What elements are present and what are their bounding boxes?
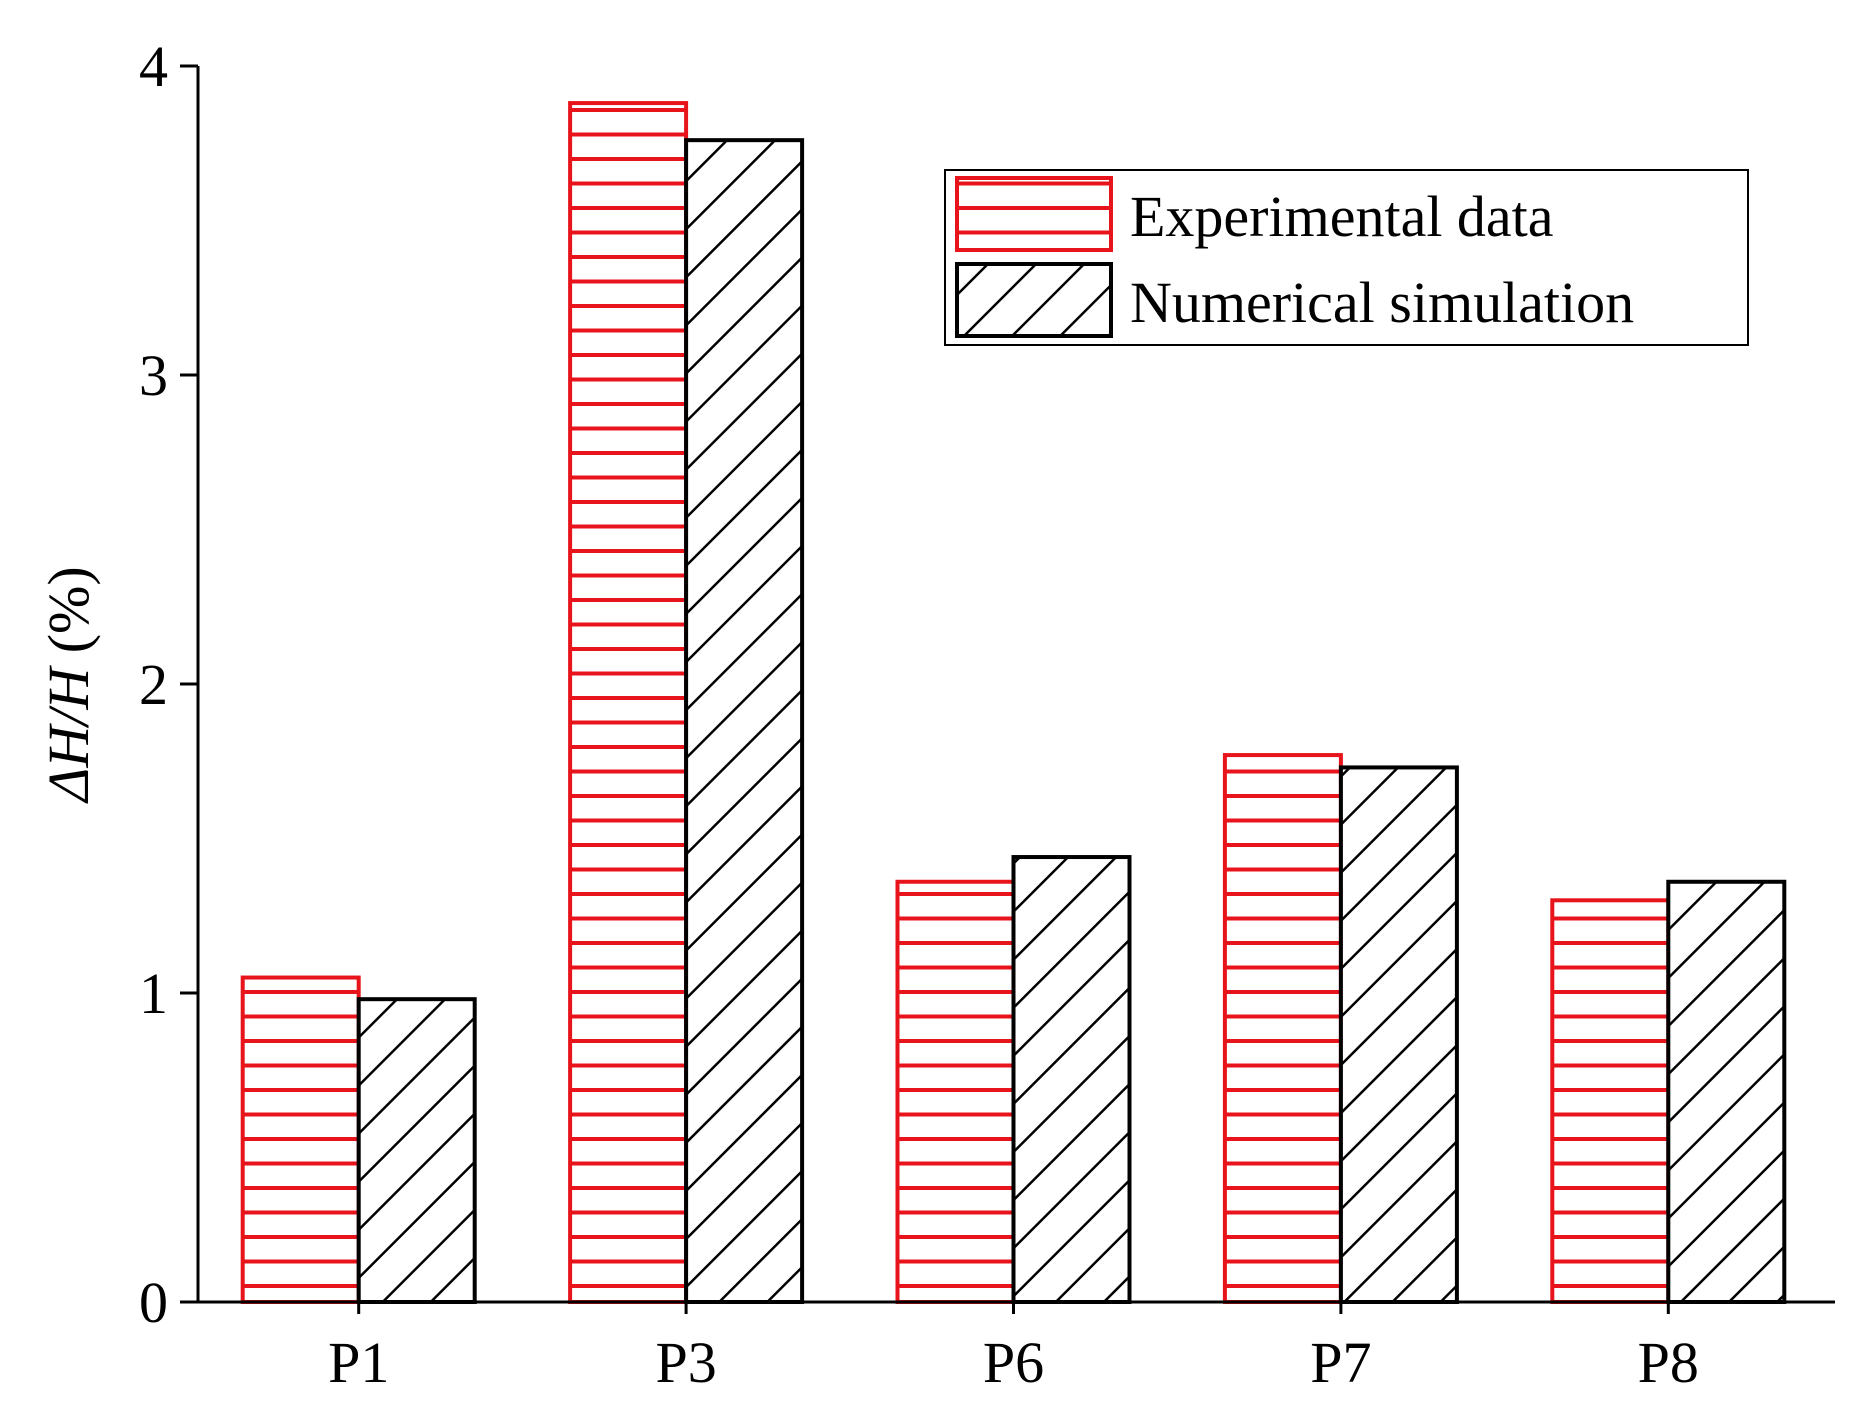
y-tick-label-0: 0 [139, 1270, 168, 1335]
x-tick-label-p8: P8 [1638, 1330, 1699, 1395]
y-tick-label-1: 1 [139, 961, 168, 1026]
bar-p8-numerical [1666, 879, 1787, 1304]
bar-p1-numerical [356, 997, 477, 1304]
bar-p3-numerical [684, 138, 805, 1304]
y-tick-label-2: 2 [139, 652, 168, 717]
bar-p3-experimental [568, 101, 689, 1305]
bar-p8-experimental [1550, 898, 1671, 1304]
legend: Experimental data Numerical simulation [944, 169, 1749, 346]
y-axis-label: ΔH/H (%) [36, 566, 101, 803]
y-axis-label-unit: (%) [36, 566, 101, 667]
legend-swatch-numerical [955, 262, 1113, 338]
legend-swatch-experimental [955, 176, 1113, 252]
bar-p1-experimental [240, 975, 361, 1304]
legend-label-numerical: Numerical simulation [1130, 270, 1634, 335]
bar-p7-experimental [1222, 753, 1343, 1304]
bar-p7-numerical [1338, 765, 1459, 1304]
x-tick-label-p3: P3 [655, 1330, 716, 1395]
x-ticks: P1 P3 P6 P7 P8 [328, 1302, 1699, 1395]
y-tick-label-4: 4 [139, 34, 168, 99]
y-ticks: 0 1 2 3 4 [139, 34, 198, 1335]
legend-label-experimental: Experimental data [1130, 184, 1554, 249]
x-tick-label-p1: P1 [328, 1330, 389, 1395]
x-tick-label-p6: P6 [983, 1330, 1044, 1395]
y-axis-label-italic: ΔH/H [36, 665, 101, 804]
y-tick-label-3: 3 [139, 343, 168, 408]
x-tick-label-p7: P7 [1310, 1330, 1371, 1395]
bars-group [240, 101, 1787, 1305]
bar-p6-experimental [895, 879, 1016, 1304]
bar-p6-numerical [1011, 855, 1132, 1304]
